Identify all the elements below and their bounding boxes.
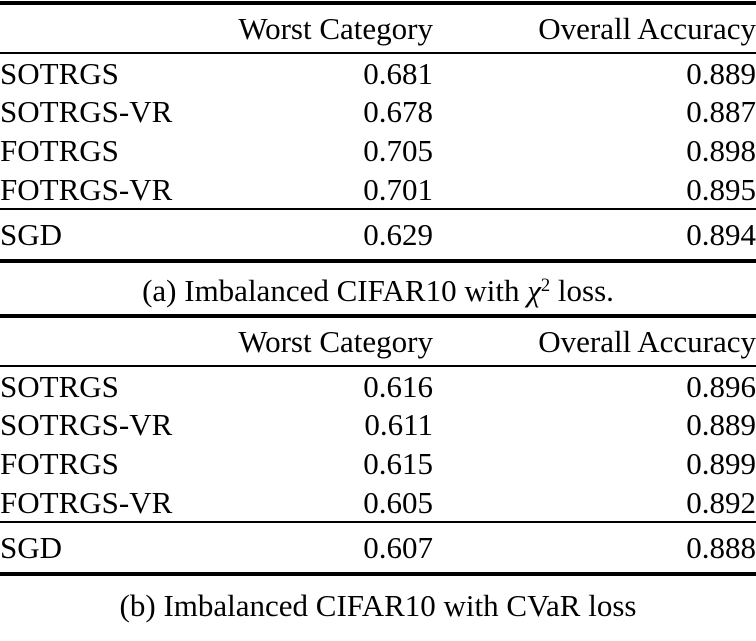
overall-accuracy-value: 0.894 — [686, 217, 756, 252]
method-label: FOTRGS — [0, 133, 119, 168]
table-row: SOTRGS-VR 0.611 0.889 — [0, 405, 756, 444]
method-label: SOTRGS — [0, 368, 119, 404]
overall-accuracy-value: 0.892 — [686, 484, 756, 520]
worst-category-value: 0.605 — [363, 484, 433, 520]
overall-accuracy-value: 0.887 — [686, 94, 756, 129]
caption-text: (b) Imbalanced CIFAR10 with CVaR loss — [119, 588, 637, 623]
method-label: SOTRGS-VR — [0, 407, 173, 442]
chi-symbol: χ — [527, 273, 541, 308]
caption-text: loss. — [550, 273, 614, 308]
table-row: SOTRGS 0.681 0.889 — [0, 53, 756, 92]
worst-category-value: 0.607 — [363, 530, 433, 565]
overall-accuracy-value: 0.895 — [686, 171, 756, 207]
superscript-two: 2 — [540, 274, 551, 296]
baseline-row: SGD 0.629 0.894 — [0, 209, 756, 261]
method-label: FOTRGS-VR — [0, 171, 173, 207]
header-row: Worst Category Overall Accuracy — [0, 3, 756, 53]
overall-accuracy-value: 0.888 — [686, 530, 756, 565]
overall-accuracy-value: 0.899 — [686, 446, 756, 481]
table-row: FOTRGS 0.705 0.898 — [0, 131, 756, 170]
caption-text: (a) Imbalanced CIFAR10 with — [142, 273, 528, 308]
method-label: SOTRGS-VR — [0, 94, 173, 129]
table-caption-b: (b) Imbalanced CIFAR10 with CVaR loss — [0, 589, 756, 623]
results-table-chi-squared: Worst Category Overall Accuracy SOTRGS 0… — [0, 1, 756, 263]
table-caption-a: (a) Imbalanced CIFAR10 with χ2 loss. — [0, 274, 756, 308]
table-row: FOTRGS 0.615 0.899 — [0, 444, 756, 483]
header-row: Worst Category Overall Accuracy — [0, 316, 756, 366]
method-label: SOTRGS — [0, 55, 119, 91]
method-label: SGD — [0, 217, 63, 252]
method-label: FOTRGS-VR — [0, 484, 173, 520]
table-row: SOTRGS-VR 0.678 0.887 — [0, 92, 756, 131]
table-row: FOTRGS-VR 0.605 0.892 — [0, 483, 756, 522]
worst-category-value: 0.705 — [363, 133, 433, 168]
worst-category-value: 0.611 — [364, 407, 433, 442]
overall-accuracy-value: 0.889 — [686, 55, 756, 91]
overall-accuracy-value: 0.889 — [686, 407, 756, 442]
empty-header-cell — [0, 3, 238, 53]
table-row: FOTRGS-VR 0.701 0.895 — [0, 170, 756, 209]
table-row: SOTRGS 0.616 0.896 — [0, 366, 756, 405]
results-table-cvar: Worst Category Overall Accuracy SOTRGS 0… — [0, 314, 756, 576]
method-label: FOTRGS — [0, 446, 119, 481]
worst-category-value: 0.678 — [363, 94, 433, 129]
column-header-overall-accuracy: Overall Accuracy — [538, 11, 756, 46]
worst-category-value: 0.681 — [363, 55, 433, 91]
method-label: SGD — [0, 530, 63, 565]
column-header-overall-accuracy: Overall Accuracy — [538, 324, 756, 359]
worst-category-value: 0.616 — [363, 368, 433, 404]
column-header-worst-category: Worst Category — [238, 11, 433, 46]
empty-header-cell — [0, 316, 238, 366]
worst-category-value: 0.629 — [363, 217, 433, 252]
worst-category-value: 0.701 — [363, 171, 433, 207]
overall-accuracy-value: 0.896 — [686, 368, 756, 404]
baseline-row: SGD 0.607 0.888 — [0, 522, 756, 574]
overall-accuracy-value: 0.898 — [686, 133, 756, 168]
column-header-worst-category: Worst Category — [238, 324, 433, 359]
worst-category-value: 0.615 — [363, 446, 433, 481]
